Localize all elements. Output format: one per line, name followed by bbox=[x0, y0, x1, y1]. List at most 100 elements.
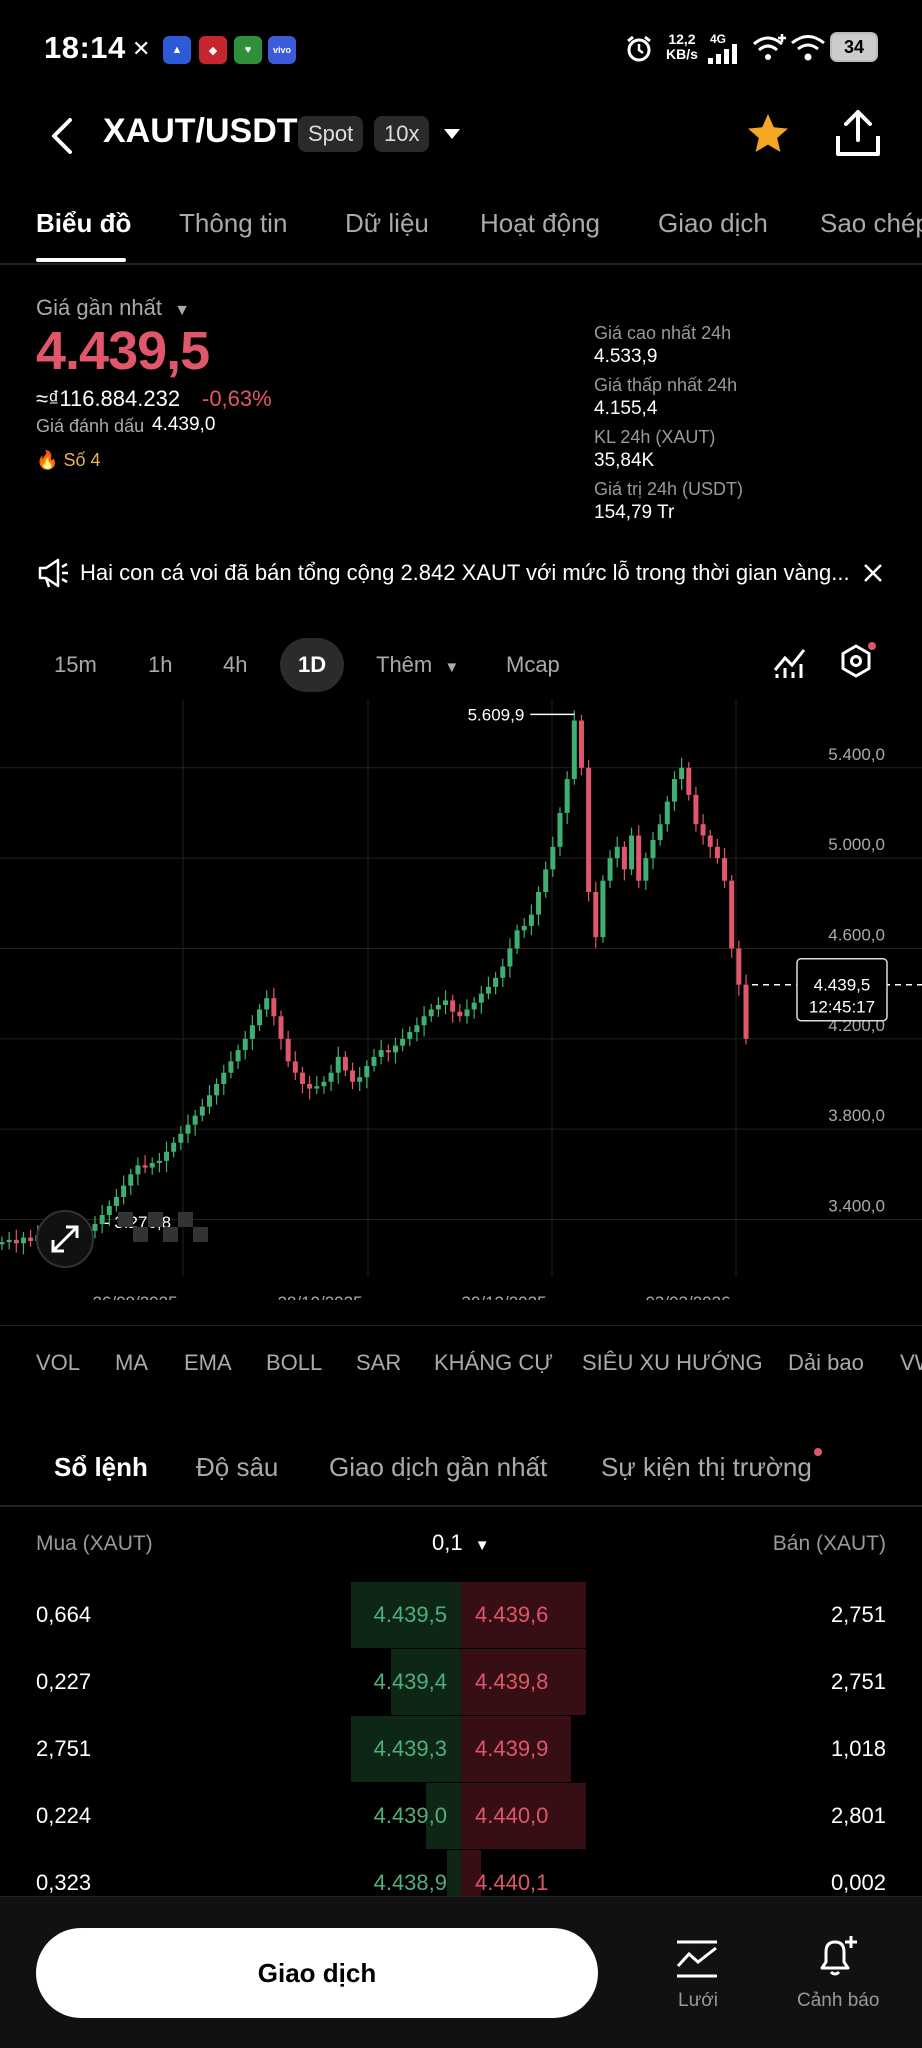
x-tick-label: 30/12/2025 bbox=[461, 1293, 546, 1300]
orderbook-row[interactable]: 0,323 4.438,9 4.440,1 0,002 bbox=[0, 1850, 922, 1916]
timeframe-1d[interactable]: 1D bbox=[298, 652, 327, 677]
favorite-star-icon[interactable] bbox=[744, 110, 792, 158]
orderbook-row[interactable]: 0,227 4.439,4 4.439,8 2,751 bbox=[0, 1649, 922, 1715]
tab-trading[interactable]: Giao dịch bbox=[658, 208, 768, 238]
timeframe-selected-bg bbox=[280, 638, 344, 692]
bid-price[interactable]: 4.439,5 bbox=[373, 1602, 447, 1627]
orderbook-row[interactable]: 2,751 4.439,3 4.439,9 1,018 bbox=[0, 1716, 922, 1782]
timeframe-4h[interactable]: 4h bbox=[223, 652, 248, 677]
candle bbox=[500, 958, 506, 988]
pair-dropdown-icon[interactable] bbox=[442, 126, 462, 142]
price-step-selector[interactable]: 0,1 ▼ bbox=[432, 1530, 490, 1555]
candle bbox=[350, 1062, 356, 1090]
candle bbox=[171, 1137, 177, 1158]
chevron-down-icon: ▼ bbox=[474, 1537, 490, 1554]
orderbook-row[interactable]: 0,664 4.439,5 4.439,6 2,751 bbox=[0, 1582, 922, 1648]
candle bbox=[722, 847, 728, 889]
bid-price[interactable]: 4.439,0 bbox=[373, 1803, 447, 1828]
tab-activity[interactable]: Hoạt động bbox=[480, 208, 600, 238]
candle bbox=[636, 825, 642, 889]
bid-price[interactable]: 4.439,4 bbox=[373, 1669, 447, 1694]
indicator-chart-icon[interactable] bbox=[772, 644, 808, 682]
orderbook-row[interactable]: 0,224 4.439,0 4.440,0 2,801 bbox=[0, 1783, 922, 1849]
stat-turnover-value: 154,79 Tr bbox=[594, 502, 675, 523]
timeframe-15m[interactable]: 15m bbox=[54, 652, 97, 677]
candle bbox=[729, 875, 735, 958]
candle bbox=[385, 1044, 391, 1062]
ask-price[interactable]: 4.439,8 bbox=[475, 1669, 549, 1694]
indicator-supertrend[interactable]: SIÊU XU HƯỚNG bbox=[582, 1350, 763, 1375]
candle bbox=[514, 924, 520, 955]
bell-alert-icon[interactable] bbox=[814, 1934, 860, 1980]
current-price-box[interactable] bbox=[796, 957, 888, 1022]
timeframe-1h[interactable]: 1h bbox=[148, 652, 173, 677]
cellular-signal-icon bbox=[708, 44, 737, 64]
candle bbox=[292, 1051, 298, 1081]
expand-chart-button[interactable] bbox=[36, 1210, 94, 1268]
ask-price[interactable]: 4.439,9 bbox=[475, 1736, 549, 1761]
price-dropdown-icon[interactable]: ▼ bbox=[174, 302, 190, 319]
indicator-vwap[interactable]: VWAP bbox=[900, 1350, 922, 1375]
divider bbox=[0, 1505, 922, 1507]
candle bbox=[578, 714, 584, 776]
megaphone-icon bbox=[38, 558, 68, 588]
last-price-label[interactable]: Giá gần nhất ▼ bbox=[36, 295, 190, 320]
candle bbox=[135, 1157, 141, 1186]
watermark-logo bbox=[163, 1227, 178, 1242]
tab-chart[interactable]: Biểu đồ bbox=[36, 208, 132, 238]
tab-orderbook[interactable]: Sổ lệnh bbox=[54, 1452, 148, 1482]
indicator-ema[interactable]: EMA bbox=[184, 1350, 232, 1375]
indicator-ma[interactable]: MA bbox=[115, 1350, 148, 1375]
back-arrow-icon[interactable] bbox=[48, 116, 76, 156]
ask-quantity: 1,018 bbox=[830, 1736, 886, 1761]
candle bbox=[736, 940, 742, 996]
ask-price[interactable]: 4.440,1 bbox=[475, 1870, 549, 1895]
rank-badge[interactable]: 🔥 Số 4 bbox=[36, 450, 101, 470]
candle bbox=[142, 1155, 148, 1174]
announcement-text[interactable]: Hai con cá voi đã bán tổng cộng 2.842 XA… bbox=[80, 560, 850, 585]
indicator-support-resistance[interactable]: KHÁNG CỰ bbox=[434, 1350, 554, 1375]
status-time: 18:14 bbox=[44, 30, 126, 65]
tab-depth[interactable]: Độ sâu bbox=[196, 1452, 279, 1482]
ask-price[interactable]: 4.440,0 bbox=[475, 1803, 549, 1828]
candle bbox=[414, 1017, 420, 1042]
candle bbox=[614, 836, 620, 868]
candle bbox=[328, 1064, 334, 1092]
orderbook-buy-header: Mua (XAUT) bbox=[36, 1532, 153, 1555]
tab-data[interactable]: Dữ liệu bbox=[345, 208, 429, 238]
grid-label[interactable]: Lưới bbox=[678, 1990, 718, 2011]
bid-depth-bar bbox=[391, 1649, 461, 1715]
close-icon[interactable] bbox=[862, 562, 884, 584]
indicator-envelope[interactable]: Dải bao bbox=[788, 1350, 864, 1375]
tab-info[interactable]: Thông tin bbox=[179, 208, 288, 238]
tab-market-events[interactable]: Sự kiện thị trường bbox=[601, 1452, 812, 1482]
fiat-price: ≈₫116.884.232 bbox=[36, 386, 181, 411]
indicator-vol[interactable]: VOL bbox=[36, 1350, 81, 1375]
trade-button[interactable]: Giao dịch bbox=[36, 1928, 598, 2018]
y-tick-label: 5.400,0 bbox=[828, 745, 885, 764]
watermark-logo bbox=[133, 1227, 148, 1242]
ask-depth-bar bbox=[461, 1783, 586, 1849]
share-icon[interactable] bbox=[834, 108, 882, 158]
ask-price[interactable]: 4.439,6 bbox=[475, 1602, 549, 1627]
bid-price[interactable]: 4.438,9 bbox=[373, 1870, 447, 1895]
bid-price[interactable]: 4.439,3 bbox=[373, 1736, 447, 1761]
x-tick-label: 03/03/2026 bbox=[645, 1293, 730, 1300]
indicator-sar[interactable]: SAR bbox=[356, 1350, 402, 1375]
candle bbox=[299, 1067, 305, 1094]
tab-copy[interactable]: Sao chép bbox=[820, 208, 922, 238]
candle bbox=[493, 972, 499, 995]
alert-label[interactable]: Cảnh báo bbox=[797, 1990, 880, 2011]
candle bbox=[443, 990, 449, 1015]
timeframe-mcap[interactable]: Mcap bbox=[506, 652, 560, 677]
candle bbox=[357, 1067, 363, 1092]
timeframe-more[interactable]: Thêm ▼ bbox=[376, 652, 460, 677]
grid-trading-icon[interactable] bbox=[674, 1938, 720, 1980]
tab-recent-trades[interactable]: Giao dịch gần nhất bbox=[329, 1452, 548, 1482]
indicator-boll[interactable]: BOLL bbox=[266, 1350, 323, 1375]
chart-settings-icon[interactable] bbox=[838, 642, 878, 682]
pair-title[interactable]: XAUT/USDT bbox=[103, 112, 298, 150]
candle bbox=[221, 1064, 227, 1096]
price-chart[interactable]: 5.400,05.000,04.600,04.200,03.800,03.400… bbox=[0, 700, 922, 1300]
stat-low-label: Giá thấp nhất 24h bbox=[594, 375, 738, 395]
